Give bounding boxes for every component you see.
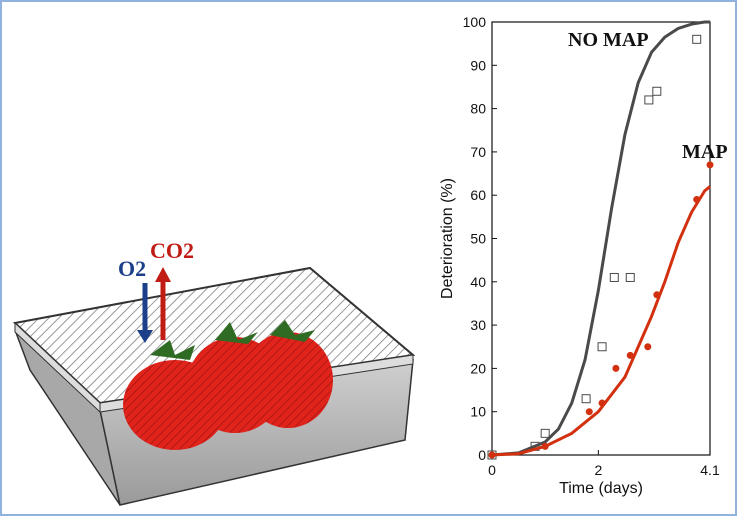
y-tick-label: 20 (470, 360, 486, 376)
co2-label: CO2 (150, 238, 194, 263)
y-tick-label: 40 (470, 274, 486, 290)
y-tick-label: 90 (470, 57, 486, 73)
y-tick-label: 30 (470, 317, 486, 333)
data-point (653, 291, 660, 298)
series-label: MAP (682, 141, 728, 163)
y-tick-label: 70 (470, 144, 486, 160)
page: html, body { margin: 0; padding: 0; widt… (0, 0, 737, 516)
series-label: NO MAP (568, 29, 649, 51)
data-point (489, 452, 496, 459)
data-point (627, 352, 634, 359)
y-axis-label: Deterioration (%) (439, 178, 456, 299)
data-point (599, 400, 606, 407)
figure: O2 CO2 0 10 20 30 40 50 60 70 80 90 100 0 2 4.1 Time (… (0, 0, 737, 516)
y-tick-label: 60 (470, 187, 486, 203)
o2-label: O2 (118, 256, 146, 281)
y-tick-label: 100 (463, 14, 487, 30)
strawberry (243, 332, 333, 428)
data-point (612, 365, 619, 372)
data-point (586, 408, 593, 415)
y-tick-label: 50 (470, 231, 486, 247)
data-point (542, 443, 549, 450)
y-tick-label: 0 (478, 447, 486, 463)
y-tick-label: 80 (470, 101, 486, 117)
x-tick-label: 0 (488, 462, 496, 478)
body: {"illustration": {"o2_label": "O2", "co2… (0, 0, 737, 516)
x-tick-label: 2 (594, 462, 602, 478)
data-point (644, 343, 651, 350)
data-point (693, 196, 700, 203)
y-tick-label: 10 (470, 404, 486, 420)
x-tick-label: 4.1 (700, 462, 720, 478)
x-axis-label: Time (days) (559, 480, 643, 497)
